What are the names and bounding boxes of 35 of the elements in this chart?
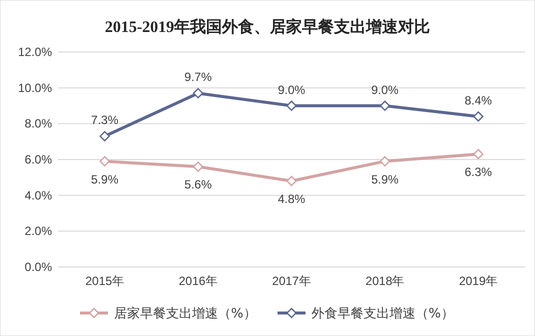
point xyxy=(380,156,390,166)
y-tick-label: 12.0% xyxy=(18,45,52,59)
x-tick-label: 2017年 xyxy=(272,274,311,288)
x-tick-label: 2015年 xyxy=(85,274,124,288)
point xyxy=(192,88,204,98)
y-tick-label: 6.0% xyxy=(24,152,52,166)
point xyxy=(286,100,297,111)
data-label: 7.3% xyxy=(91,113,119,128)
point xyxy=(100,156,110,166)
data-label: 5.9% xyxy=(91,172,119,186)
legend-label: 居家早餐支出增速（%） xyxy=(114,306,256,322)
data-label: 4.8% xyxy=(278,192,306,206)
data-label: 5.9% xyxy=(371,172,399,186)
y-tick-label: 2.0% xyxy=(24,224,52,238)
point xyxy=(192,162,204,172)
data-label: 9.0% xyxy=(371,82,399,97)
y-tick-label: 10.0% xyxy=(18,80,52,95)
chart-title: 2015-2019年我国外食、居家早餐支出增速对比 xyxy=(104,17,430,36)
point xyxy=(100,131,110,142)
data-label: 8.4% xyxy=(464,94,492,108)
legend-label: 外食早餐支出增速（%） xyxy=(312,306,454,322)
point xyxy=(286,176,297,186)
data-label: 9.7% xyxy=(184,70,212,84)
y-tick-label: 8.0% xyxy=(24,116,52,131)
y-tick-label: 0.0% xyxy=(24,260,52,274)
x-tick-label: 2018年 xyxy=(366,274,404,288)
x-tick-label: 2016年 xyxy=(178,274,218,288)
y-tick-label: 4.0% xyxy=(24,188,52,202)
data-label: 5.6% xyxy=(184,178,212,192)
data-label: 9.0% xyxy=(278,82,306,97)
point xyxy=(473,111,484,122)
data-label: 6.3% xyxy=(464,165,492,180)
point xyxy=(380,100,390,111)
point xyxy=(473,148,484,160)
x-tick-label: 2019年 xyxy=(458,274,498,288)
